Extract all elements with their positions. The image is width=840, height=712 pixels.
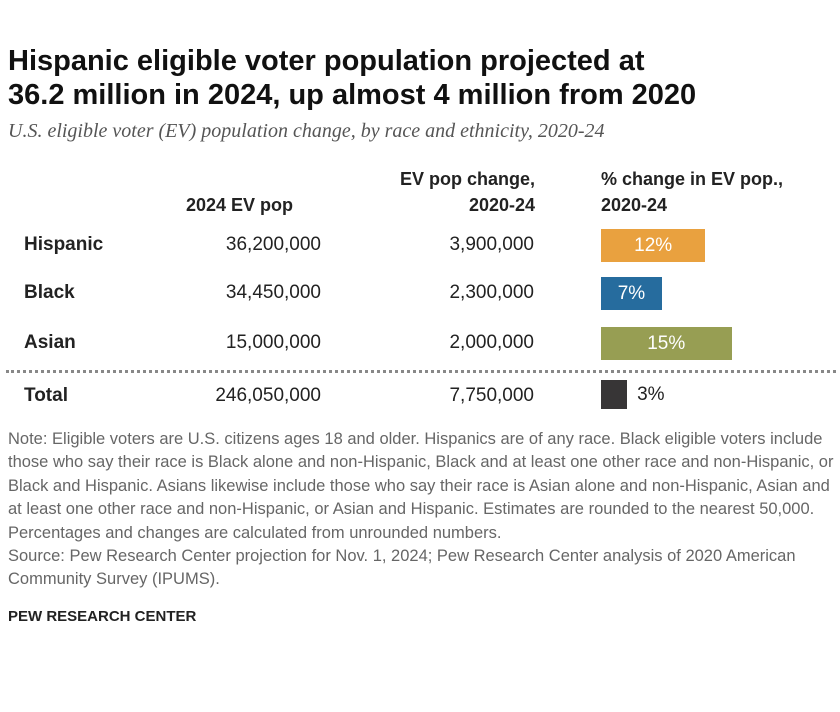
bar-label: 12% (634, 235, 673, 256)
title-line: 36.2 million in 2024, up almost 4 millio… (8, 79, 697, 111)
change-value: 2,300,000 (449, 282, 534, 303)
bar-label: 3% (637, 384, 665, 405)
bar-label: 7% (617, 283, 646, 304)
chart-subtitle: U.S. eligible voter (EV) population chan… (8, 120, 605, 142)
header-change: EV pop change, 2020-24 (399, 169, 535, 215)
row-label: Black (24, 282, 75, 303)
ev-pop-value: 34,450,000 (225, 282, 321, 303)
chart-title: Hispanic eligible voter population proje… (8, 44, 838, 112)
credit-logo: PEW RESEARCH CENTER (8, 607, 197, 625)
total-divider (6, 370, 836, 373)
ev-pop-value: 36,200,000 (225, 234, 321, 255)
header-pct: % change in EV pop., 2020-24 (601, 169, 784, 215)
ev-pop-value: 15,000,000 (225, 332, 321, 353)
row-label: Asian (24, 332, 76, 353)
pct-bar (601, 380, 628, 409)
pct-bar: 7% (601, 277, 662, 310)
ev-pop-value: 246,050,000 (215, 385, 321, 406)
title-line: Hispanic eligible voter population proje… (8, 45, 645, 77)
row-label: Total (24, 385, 68, 406)
bar-label: 15% (647, 333, 686, 354)
row-label: Hispanic (24, 234, 104, 255)
change-value: 3,900,000 (449, 234, 534, 255)
pct-bar: 15% (601, 327, 732, 360)
change-value: 7,750,000 (449, 385, 534, 406)
header-ev-pop: 2024 EV pop (186, 195, 294, 215)
chart-note: Note: Eligible voters are U.S. citizens … (8, 428, 838, 592)
chart-footer: Note: Eligible voters are U.S. citizens … (8, 428, 838, 626)
chart-source: Source: Pew Research Center projection f… (8, 547, 796, 589)
change-value: 2,000,000 (449, 332, 534, 353)
pct-bar: 12% (601, 229, 706, 262)
